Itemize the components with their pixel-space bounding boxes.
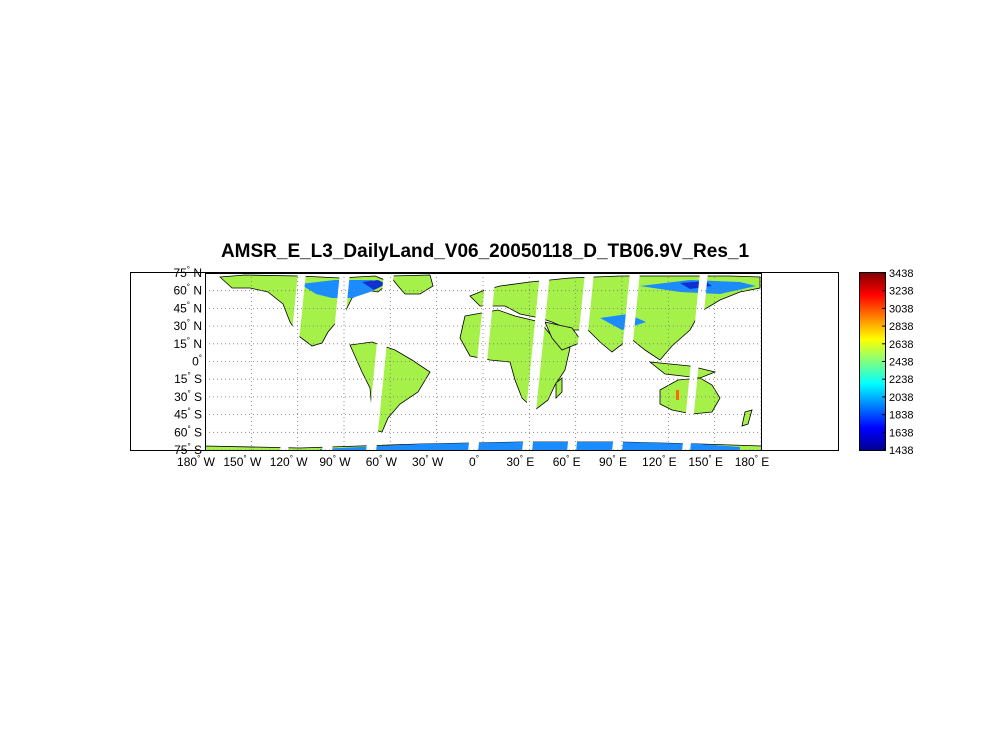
land-new-zealand <box>741 409 753 427</box>
colorbar <box>859 272 886 451</box>
swath-gap-7 <box>612 273 640 450</box>
swath-gap-8 <box>682 273 708 450</box>
land-indonesia <box>648 361 717 379</box>
lat-tick-label: 60° N <box>173 283 202 298</box>
land-south-america <box>349 341 431 433</box>
lon-tick-label: 90° W <box>319 454 351 469</box>
colorbar-tick-label: 3438 <box>889 268 913 280</box>
land-arabia <box>544 321 583 351</box>
swath-gap-2 <box>322 273 350 450</box>
lon-tick-label: 60° W <box>366 454 398 469</box>
lat-tick-label: 30° N <box>173 318 202 333</box>
lat-tick-label: 60° S <box>174 424 202 439</box>
lon-tick-label: 150° E <box>688 454 723 469</box>
colorbar-tick-label: 2238 <box>889 374 913 386</box>
graticule <box>205 273 762 450</box>
lon-tick-label: 180° E <box>735 454 770 469</box>
lon-tick-label: 120° E <box>642 454 677 469</box>
lon-tick-label: 0° <box>469 454 479 469</box>
colorbar-tick-label: 3238 <box>889 286 913 298</box>
lat-tick-label: 15° S <box>174 371 202 386</box>
lon-tick-label: 60° E <box>553 454 581 469</box>
swath-gap-4 <box>468 273 496 450</box>
colorbar-tick-label: 3038 <box>889 303 913 315</box>
lon-tick-label: 90° E <box>599 454 627 469</box>
land-greenland <box>389 274 434 295</box>
lat-tick-label: 15° N <box>173 336 202 351</box>
swath-gap-3 <box>366 273 394 450</box>
colorbar-tick-label: 1838 <box>889 410 913 422</box>
lon-tick-label: 30° W <box>412 454 444 469</box>
colorbar-tick-label: 1638 <box>889 427 913 439</box>
lon-tick-label: 30° E <box>506 454 534 469</box>
lat-tick-label: 0° <box>192 354 202 369</box>
hot-spot-australia <box>676 390 679 400</box>
lat-tick-label: 45° S <box>174 407 202 422</box>
map-frame <box>205 273 762 451</box>
lon-tick-label: 120° W <box>270 454 309 469</box>
colorbar-tick-label: 2438 <box>889 357 913 369</box>
land-madagascar <box>555 377 563 399</box>
lat-tick-label: 75° S <box>174 442 202 457</box>
chart-title: AMSR_E_L3_DailyLand_V06_20050118_D_TB06.… <box>220 241 750 262</box>
swath-gap-6 <box>567 273 594 450</box>
colorbar-tick-label: 1438 <box>889 445 913 457</box>
lat-tick-label: 75° N <box>173 265 202 280</box>
colorbar-tick-label: 2038 <box>889 392 913 404</box>
lon-tick-label: 180° W <box>177 454 216 469</box>
lon-tick-label: 150° W <box>223 454 262 469</box>
colorbar-tick-label: 2638 <box>889 339 913 351</box>
lat-tick-label: 45° N <box>173 300 202 315</box>
colorbar-tick-label: 2838 <box>889 321 913 333</box>
cold-core-hudson <box>362 280 386 290</box>
lat-tick-label: 30° S <box>174 389 202 404</box>
